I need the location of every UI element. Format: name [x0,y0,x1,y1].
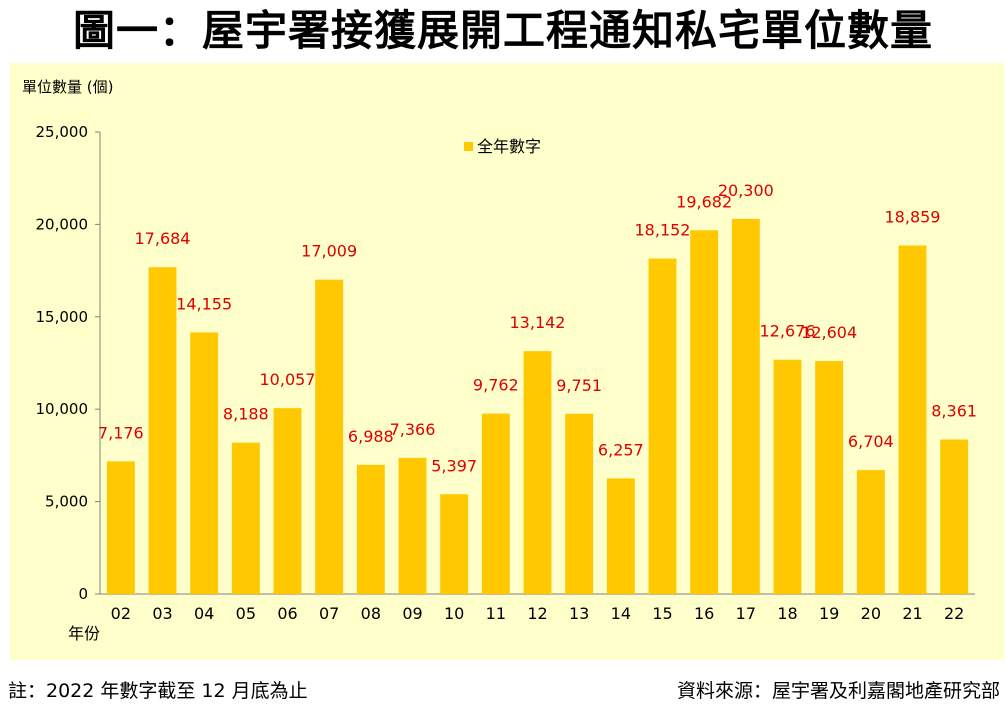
data-label: 7,176 [98,423,144,442]
data-label: 6,257 [598,440,644,459]
x-tick-label: 03 [152,604,172,623]
x-tick-label: 08 [361,604,381,623]
x-tick-label: 13 [569,604,589,623]
x-tick-label: 06 [277,604,297,623]
data-label: 9,762 [473,376,519,395]
bar [815,361,844,594]
legend-label: 全年數字 [477,137,541,156]
bar [565,413,594,594]
x-tick-label: 17 [736,604,756,623]
bar [606,478,635,594]
x-tick-label: 16 [694,604,714,623]
x-tick-label: 10 [444,604,464,623]
bar [648,258,677,594]
data-label: 10,057 [260,370,316,389]
bar [231,442,260,594]
data-label: 17,684 [135,229,191,248]
bar [356,464,385,594]
x-tick-label: 05 [236,604,256,623]
data-label: 8,361 [931,401,977,420]
data-label: 18,859 [885,207,941,226]
x-tick-label: 20 [861,604,881,623]
x-tick-label: 21 [902,604,922,623]
bar [523,351,552,594]
y-tick-label: 25,000 [36,123,89,141]
x-tick-label: 02 [111,604,131,623]
bar [315,279,344,594]
bar [940,439,969,594]
x-tick-label: 18 [777,604,797,623]
data-label: 6,988 [348,427,394,446]
bar [190,332,219,594]
bar [273,408,302,594]
data-label: 14,155 [176,294,232,313]
x-tick-label: 12 [527,604,547,623]
data-label: 17,009 [301,242,357,261]
x-tick-label: 09 [402,604,422,623]
bar [398,457,427,594]
bar [773,359,802,594]
footnote: 註：2022 年數字截至 12 月底為止 [8,680,308,702]
source-note: 資料來源：屋宇署及利嘉閣地產研究部 [676,680,1000,702]
y-tick-label: 15,000 [36,308,89,326]
page-title: 圖一：屋宇署接獲展開工程通知私宅單位數量 [72,6,933,55]
y-tick-label: 20,000 [36,215,89,233]
x-tick-label: 04 [194,604,214,623]
data-label: 6,704 [848,432,894,451]
data-label: 9,751 [556,376,602,395]
y-tick-label: 0 [78,585,88,603]
x-tick-label: 07 [319,604,339,623]
y-axis-label: 單位數量 (個) [22,78,114,96]
x-axis-title: 年份 [68,624,100,643]
x-tick-label: 14 [611,604,631,623]
bar [898,245,927,594]
bar [148,267,177,594]
data-label: 18,152 [635,221,691,240]
data-label: 13,142 [510,313,566,332]
bar [856,470,885,594]
data-label: 7,366 [390,420,436,439]
y-tick-label: 5,000 [45,493,88,511]
data-label: 19,682 [676,192,732,211]
bar [481,413,510,594]
bar [106,461,135,594]
x-tick-label: 22 [944,604,964,623]
data-label: 20,300 [718,181,774,200]
x-tick-label: 15 [652,604,672,623]
data-label: 12,676 [760,322,816,341]
bar [731,218,760,594]
x-tick-label: 11 [486,604,506,623]
x-tick-label: 19 [819,604,839,623]
data-label: 8,188 [223,405,269,424]
data-label: 12,604 [801,323,857,342]
data-label: 5,397 [431,456,477,475]
bar [690,230,719,594]
legend-swatch [464,142,473,151]
bar [440,494,469,594]
y-tick-label: 10,000 [36,400,89,418]
